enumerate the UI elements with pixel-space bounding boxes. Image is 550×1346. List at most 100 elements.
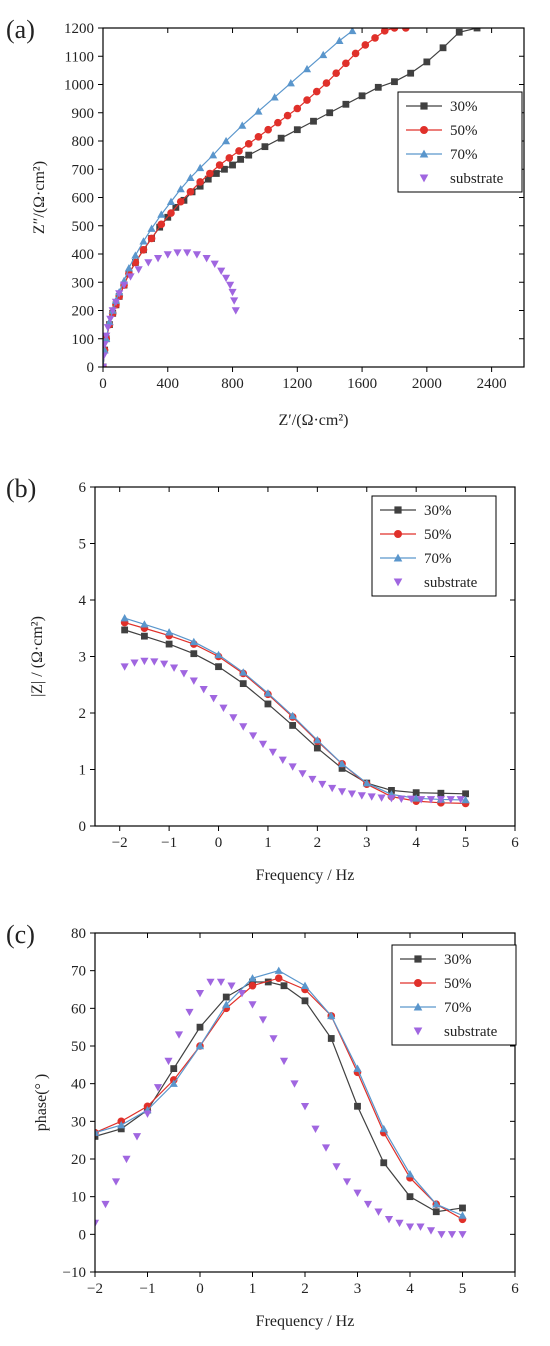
data-point-substrate bbox=[153, 1084, 163, 1092]
data-point-70pct bbox=[176, 184, 185, 193]
data-point-50pct bbox=[206, 169, 214, 178]
legend-label-30pct: 30% bbox=[444, 952, 472, 968]
series-line-30pct bbox=[103, 28, 478, 367]
x-tick-label: 6 bbox=[511, 835, 519, 851]
data-point-70pct bbox=[319, 50, 328, 59]
y-axis-title-c: phase(° ) bbox=[33, 1074, 50, 1131]
data-point-30pct bbox=[391, 78, 398, 86]
series-line-70pct bbox=[103, 30, 353, 367]
legend-c: 30% 50% 70% substrate bbox=[391, 944, 517, 1046]
data-point-substrate bbox=[103, 332, 111, 341]
legend-marker-substrate bbox=[393, 578, 403, 587]
series-line-50pct bbox=[103, 28, 406, 367]
data-point-50pct bbox=[225, 154, 234, 162]
y-axis-title-b: |Z| / (Ω·cm²) bbox=[29, 616, 46, 697]
x-axis-title-b: Frequency / Hz bbox=[256, 867, 355, 884]
data-point-30pct bbox=[380, 1159, 388, 1167]
data-point-50pct bbox=[401, 28, 410, 32]
legend-b: 30% 50% 70% substrate bbox=[371, 495, 497, 597]
data-point-70pct bbox=[169, 1079, 178, 1087]
data-point-substrate bbox=[321, 1144, 331, 1152]
data-point-substrate bbox=[209, 695, 218, 703]
data-point-substrate bbox=[300, 1103, 310, 1111]
legend-marker-70pct bbox=[413, 1002, 423, 1011]
legend-marker-substrate bbox=[419, 174, 429, 183]
data-point-30pct bbox=[170, 1065, 178, 1072]
series-line-50pct bbox=[124, 622, 466, 804]
panel-b: (b) −2 −1 0 1 2 3 4 5 6 0 1 2 3 4 5 6 Frequency / Hz |Z| /… bbox=[6, 474, 519, 884]
legend-label-50pct: 50% bbox=[444, 976, 472, 992]
x-tick-label: 0 bbox=[99, 376, 107, 392]
legend-label-substrate: substrate bbox=[450, 171, 504, 187]
data-point-70pct bbox=[263, 689, 273, 697]
series-line-30pct bbox=[124, 629, 466, 795]
data-point-70pct bbox=[353, 1064, 362, 1072]
data-point-30pct bbox=[95, 1133, 99, 1140]
data-point-50pct bbox=[390, 28, 399, 32]
data-point-50pct bbox=[248, 981, 257, 990]
data-point-substrate bbox=[217, 267, 226, 276]
x-tick-label: 2 bbox=[301, 1281, 309, 1297]
data-point-substrate bbox=[228, 288, 237, 297]
data-point-substrate bbox=[446, 796, 455, 804]
y-tick-label: 1100 bbox=[65, 49, 94, 65]
data-point-70pct bbox=[166, 197, 176, 206]
legend-marker-30pct bbox=[394, 506, 402, 514]
y-tick-label: 50 bbox=[71, 1039, 86, 1055]
y-tick-label: 5 bbox=[79, 537, 87, 553]
x-tick-label: −1 bbox=[161, 835, 177, 851]
plot-frame-b bbox=[94, 486, 516, 827]
y-tick-label: 1000 bbox=[64, 78, 94, 94]
x-axis-title-c: Frequency / Hz bbox=[256, 1313, 355, 1330]
data-point-50pct bbox=[293, 104, 302, 113]
data-point-50pct bbox=[283, 111, 292, 120]
legend-marker-70pct bbox=[393, 553, 403, 562]
legend-marker-50pct bbox=[394, 530, 402, 538]
data-point-70pct bbox=[458, 1211, 467, 1219]
data-point-substrate bbox=[347, 790, 357, 798]
data-point-30pct bbox=[423, 58, 431, 66]
legend-marker-70pct bbox=[419, 149, 429, 158]
y-tick-label: 300 bbox=[72, 275, 95, 291]
data-point-30pct bbox=[280, 982, 288, 990]
data-point-70pct bbox=[196, 163, 205, 172]
data-point-substrate bbox=[183, 249, 192, 257]
data-point-50pct bbox=[322, 79, 331, 87]
data-point-substrate bbox=[179, 670, 189, 678]
data-point-substrate bbox=[134, 266, 143, 274]
data-point-70pct bbox=[248, 974, 257, 982]
panel-label-a: (a) bbox=[6, 15, 35, 44]
y-tick-label: 6 bbox=[79, 480, 87, 496]
data-point-50pct bbox=[274, 974, 283, 982]
data-point-substrate bbox=[279, 1057, 289, 1066]
data-point-substrate bbox=[426, 1227, 436, 1235]
data-point-50pct bbox=[244, 140, 253, 148]
legend-box bbox=[397, 91, 523, 193]
data-point-30pct bbox=[229, 161, 236, 169]
data-point-substrate bbox=[108, 307, 117, 315]
y-tick-label: 4 bbox=[79, 593, 87, 609]
data-point-substrate bbox=[226, 281, 235, 290]
data-point-70pct bbox=[165, 628, 174, 636]
data-point-substrate bbox=[363, 1200, 373, 1209]
data-point-substrate bbox=[311, 1125, 320, 1133]
data-point-70pct bbox=[348, 28, 357, 35]
x-tick-label: −1 bbox=[140, 1281, 156, 1297]
y-tick-label: 2 bbox=[79, 706, 87, 722]
data-point-substrate bbox=[239, 723, 248, 731]
x-tick-label: 5 bbox=[462, 835, 470, 851]
data-point-substrate bbox=[219, 704, 228, 712]
data-point-substrate bbox=[115, 290, 124, 298]
y-axis-title-a: Z″/(Ω·cm²) bbox=[31, 161, 48, 234]
data-point-substrate bbox=[111, 298, 121, 307]
data-point-50pct bbox=[342, 59, 350, 68]
data-point-30pct bbox=[358, 92, 366, 100]
y-tick-label: 100 bbox=[72, 332, 95, 348]
data-point-substrate bbox=[126, 273, 135, 281]
data-point-50pct bbox=[235, 147, 243, 155]
data-point-substrate bbox=[298, 770, 307, 778]
data-point-50pct bbox=[303, 96, 311, 104]
data-point-30pct bbox=[196, 1023, 204, 1031]
data-point-substrate bbox=[278, 756, 287, 764]
y-tick-label: 600 bbox=[72, 191, 95, 207]
